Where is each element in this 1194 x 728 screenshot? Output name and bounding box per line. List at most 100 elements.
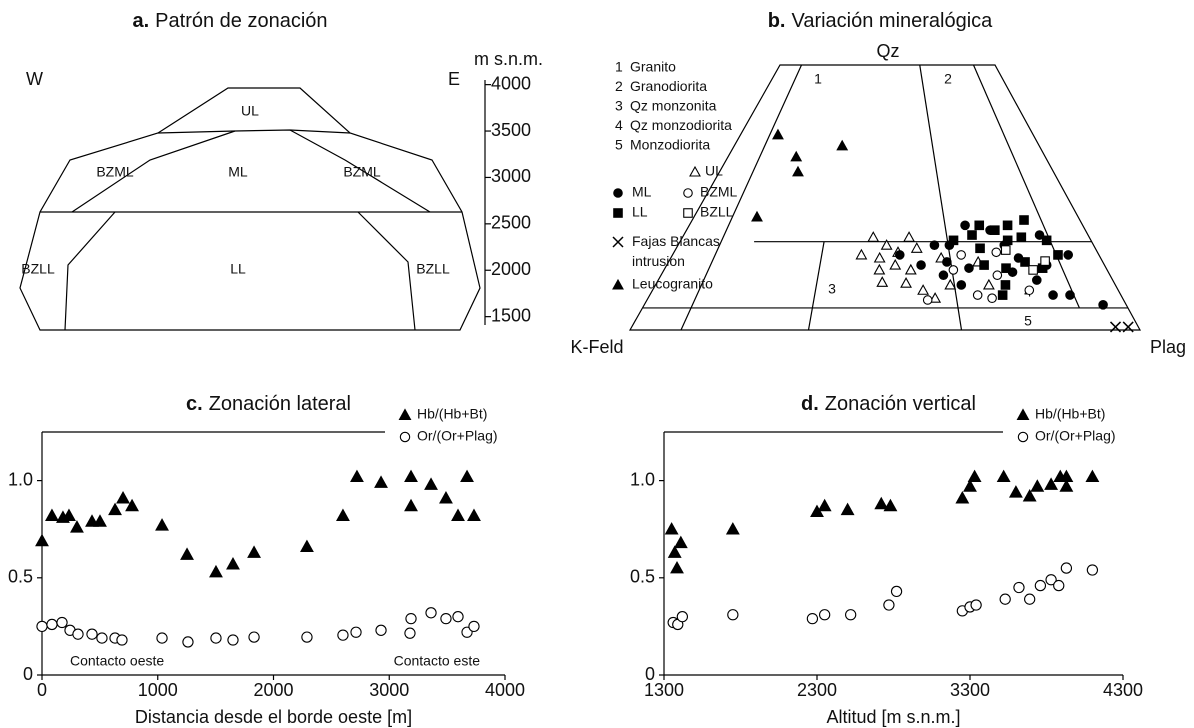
legend-marker [399, 431, 411, 443]
marker-triangle [62, 508, 76, 521]
zone-label: UL [241, 103, 259, 119]
marker-triangle [963, 479, 977, 492]
marker-circle [806, 612, 819, 625]
marker-triangle [667, 545, 682, 558]
legend-label: ML [632, 184, 652, 200]
marker-triangle [180, 547, 194, 560]
marker-circle [440, 612, 452, 625]
marker-circle [116, 634, 128, 646]
marker-circle [890, 585, 903, 598]
marker-square [1001, 263, 1011, 273]
y-tick-label: 0 [23, 664, 33, 684]
panel-title-text: Variación mineralógica [791, 10, 993, 32]
marker-circle [227, 634, 239, 646]
legend-marker [612, 236, 624, 248]
marker-circle [404, 627, 416, 639]
marker-triangle [996, 469, 1011, 483]
marker-triangle [967, 469, 982, 483]
panel-letter: b. [768, 10, 786, 32]
marker-circle [1034, 579, 1047, 592]
y-tick-label: 3000 [491, 166, 531, 186]
marker-circle [960, 220, 970, 231]
panel-letter: a. [132, 10, 149, 32]
marker-circle [301, 631, 313, 643]
marker-triangle [125, 498, 139, 512]
marker-circle [972, 290, 983, 300]
bzll-left [64, 211, 116, 331]
panel-letter: c. [186, 393, 203, 415]
marker-triangle [247, 545, 261, 558]
ml-left [71, 130, 236, 213]
marker-triangle [70, 520, 84, 533]
marker-square [990, 225, 1000, 235]
marker-circle [938, 270, 949, 281]
y-tick-label: 2000 [491, 259, 531, 279]
marker-circle [1086, 564, 1099, 576]
marker-circle [922, 295, 933, 305]
panel-letter: d. [801, 393, 819, 415]
marker-triangle [226, 557, 240, 570]
marker-triangle [883, 498, 898, 512]
zone-label: BZLL [21, 261, 55, 277]
marker-triangle [155, 518, 169, 531]
marker-square [1020, 257, 1030, 267]
marker-circle [425, 607, 437, 619]
marker-circle [956, 280, 967, 290]
zone-label: LL [230, 261, 246, 277]
marker-circle [676, 611, 689, 623]
field-legend-number: 2 [615, 78, 623, 94]
field-legend-number: 3 [615, 98, 623, 114]
marker-triangle [336, 508, 350, 521]
zone-label: BZLL [416, 261, 450, 277]
marker-square [1000, 280, 1011, 290]
marker-circle [1024, 593, 1036, 605]
field-legend-number: 1 [615, 59, 623, 75]
marker-triangle [876, 276, 889, 287]
marker-triangle [1030, 479, 1045, 492]
marker-triangle [404, 469, 418, 483]
marker-circle [72, 628, 84, 640]
legend-label: Hb/(Hb+Bt) [1035, 406, 1105, 422]
legend-label: UL [705, 163, 723, 179]
marker-square [974, 220, 985, 231]
marker-circle [845, 609, 857, 621]
marker-square [948, 235, 959, 246]
marker-triangle [209, 564, 223, 578]
x-tick-label: 4300 [1103, 680, 1143, 700]
marker-circle [883, 599, 895, 611]
x-axis-label: Altitud [m s.n.m.] [826, 707, 960, 727]
panel-title-text: Zonación lateral [209, 393, 351, 415]
marker-circle [819, 609, 831, 621]
marker-triangle [873, 251, 886, 263]
marker-circle [942, 257, 952, 267]
marker-triangle [460, 469, 474, 483]
x-tick-label: 1000 [138, 680, 178, 700]
ul-boundary [157, 129, 351, 134]
marker-x [1109, 321, 1122, 333]
marker-circle [337, 629, 349, 641]
marker-circle [452, 611, 464, 623]
marker-triangle [1022, 489, 1037, 502]
legend-marker [1017, 431, 1029, 443]
marker-square [1028, 265, 1038, 275]
marker-triangle [944, 278, 957, 290]
marker-triangle [1059, 479, 1074, 492]
marker-circle [248, 631, 260, 643]
marker-circle [182, 636, 194, 648]
marker-circle [156, 632, 168, 644]
marker-square [979, 260, 989, 270]
annotation: Contacto este [394, 653, 481, 669]
legend-label: Or/(Or+Plag) [417, 428, 498, 444]
marker-triangle [836, 139, 849, 151]
zonation-shapes [19, 87, 481, 331]
marker-triangle [725, 522, 740, 535]
marker-triangle [374, 475, 388, 488]
legend-line: Fajas Blancas [632, 233, 720, 249]
marker-square [1053, 250, 1063, 260]
field-line [919, 64, 963, 331]
marker-triangle [772, 128, 784, 140]
marker-circle [46, 618, 58, 631]
marker-square [1002, 220, 1013, 231]
marker-triangle [840, 502, 855, 516]
